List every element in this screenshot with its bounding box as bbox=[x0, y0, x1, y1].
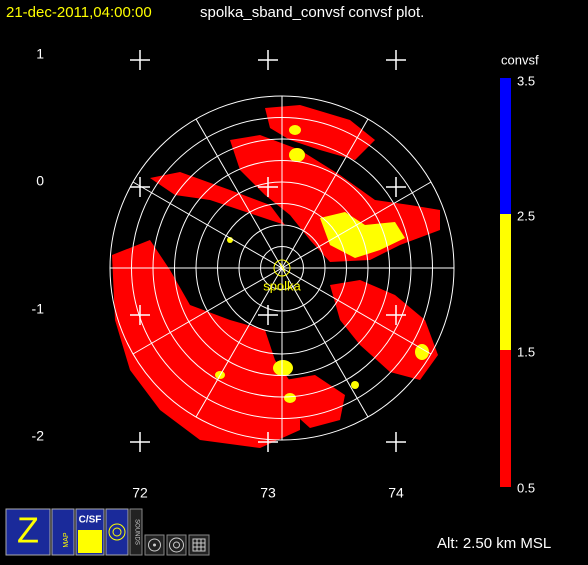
map-label: MAP bbox=[63, 532, 70, 548]
rings-button[interactable] bbox=[166, 534, 187, 556]
sounds-button[interactable]: SOUNDS bbox=[129, 508, 143, 556]
timestamp: 21-dec-2011,04:00:00 bbox=[6, 4, 152, 21]
colorbar-label: 2.5 bbox=[517, 208, 535, 223]
csf-button[interactable]: C/SF bbox=[75, 508, 105, 556]
grid-button[interactable] bbox=[188, 534, 210, 556]
colorbar-title: convsf bbox=[501, 52, 539, 67]
colorbar-label: 3.5 bbox=[517, 73, 535, 88]
y-label: -2 bbox=[32, 428, 45, 444]
colorbar-label: 0.5 bbox=[517, 480, 535, 495]
station-label: spolka bbox=[263, 278, 301, 293]
station-marker bbox=[279, 262, 286, 273]
colorbar-label: 1.5 bbox=[517, 344, 535, 359]
y-label: -1 bbox=[32, 301, 45, 317]
x-label: 72 bbox=[132, 485, 148, 501]
colorbar-labels: 3.5 2.5 1.5 0.5 bbox=[517, 73, 535, 495]
map-button[interactable]: MAP bbox=[51, 508, 75, 556]
toolbar: Z MAP C/SF SOUNDS bbox=[5, 508, 210, 556]
zoom-label: Z bbox=[17, 510, 39, 551]
plot-title: spolka_sband_convsf convsf plot. bbox=[200, 4, 424, 21]
range-rings bbox=[109, 95, 455, 441]
colorbar-segment bbox=[500, 350, 511, 487]
colorbar-segment bbox=[500, 78, 511, 214]
y-labels: 1 0 -1 -2 bbox=[32, 46, 45, 444]
ring-button[interactable] bbox=[144, 534, 165, 556]
y-label: 0 bbox=[36, 173, 44, 189]
altitude: Alt: 2.50 km MSL bbox=[437, 535, 551, 552]
x-labels: 72 73 74 bbox=[132, 485, 404, 501]
x-label: 73 bbox=[260, 485, 276, 501]
sounds-label: SOUNDS bbox=[133, 519, 139, 545]
station-marker bbox=[273, 259, 291, 277]
colorbar-segment bbox=[500, 214, 511, 350]
x-label: 74 bbox=[388, 485, 404, 501]
csf-label: C/SF bbox=[79, 515, 102, 526]
zoom-button[interactable]: Z bbox=[5, 508, 51, 556]
range-button[interactable] bbox=[105, 508, 129, 556]
y-label: 1 bbox=[36, 46, 44, 62]
lat-lon-crosses bbox=[130, 50, 406, 452]
